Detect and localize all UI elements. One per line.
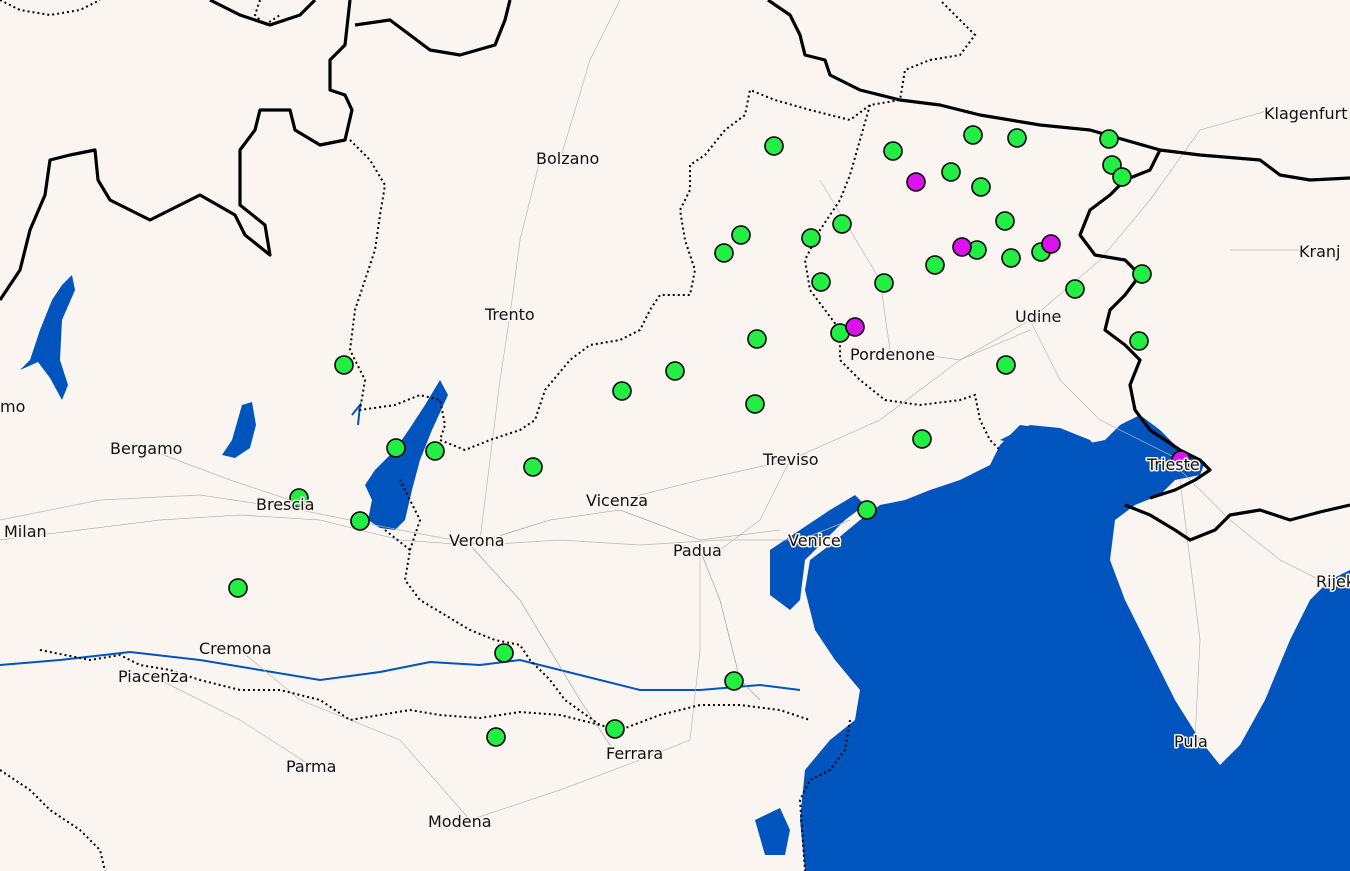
city-label-trento: Trento bbox=[484, 305, 535, 324]
green-marker-18[interactable] bbox=[925, 255, 945, 275]
green-marker-33[interactable] bbox=[425, 441, 445, 461]
regional-borders bbox=[0, 0, 1001, 871]
adriatic-sea bbox=[800, 415, 1350, 871]
city-label-parma: Parma bbox=[286, 757, 336, 776]
lake-iseo bbox=[222, 402, 256, 458]
green-marker-35[interactable] bbox=[350, 511, 370, 531]
magenta-marker-1[interactable] bbox=[906, 172, 926, 192]
city-label-padua: Padua bbox=[673, 541, 722, 560]
city-label-udine: Udine bbox=[1015, 307, 1061, 326]
magenta-marker-3[interactable] bbox=[1041, 234, 1061, 254]
green-marker-26[interactable] bbox=[996, 355, 1016, 375]
green-marker-1[interactable] bbox=[764, 136, 784, 156]
city-label-modena: Modena bbox=[428, 812, 492, 831]
city-label-rijeka: Rijeka bbox=[1316, 572, 1350, 591]
green-marker-12[interactable] bbox=[801, 228, 821, 248]
city-label-partial-como: mo bbox=[0, 397, 25, 416]
city-label-bolzano: Bolzano bbox=[536, 149, 599, 168]
city-label-vicenza: Vicenza bbox=[586, 491, 648, 510]
green-marker-22[interactable] bbox=[1132, 264, 1152, 284]
green-marker-10[interactable] bbox=[832, 214, 852, 234]
city-label-brescia: Brescia bbox=[256, 495, 314, 514]
magenta-marker-4[interactable] bbox=[845, 317, 865, 337]
city-label-pordenone: Pordenone bbox=[850, 345, 935, 364]
green-marker-20[interactable] bbox=[811, 272, 831, 292]
city-label-kranj: Kranj bbox=[1299, 242, 1340, 261]
national-borders bbox=[0, 0, 1350, 542]
city-label-bergamo: Bergamo bbox=[110, 439, 182, 458]
city-label-milan: Milan bbox=[4, 522, 47, 541]
green-marker-5[interactable] bbox=[1099, 129, 1119, 149]
green-marker-24[interactable] bbox=[747, 329, 767, 349]
green-marker-32[interactable] bbox=[386, 438, 406, 458]
city-labels: Bolzano Trento Bergamo Brescia Milan mo … bbox=[0, 103, 1350, 833]
green-marker-8[interactable] bbox=[941, 162, 961, 182]
green-marker-21[interactable] bbox=[1065, 279, 1085, 299]
roads bbox=[0, 0, 1341, 821]
lake-como bbox=[20, 275, 75, 400]
green-marker-27[interactable] bbox=[665, 361, 685, 381]
city-label-ferrara: Ferrara bbox=[606, 744, 663, 763]
green-marker-9[interactable] bbox=[971, 177, 991, 197]
green-marker-16[interactable] bbox=[1001, 248, 1021, 268]
green-marker-38[interactable] bbox=[228, 578, 248, 598]
magenta-marker-2[interactable] bbox=[952, 237, 972, 257]
city-label-klagenfurt: Klagenfurt bbox=[1264, 104, 1348, 123]
marano-lagoon bbox=[1000, 425, 1100, 452]
green-marker-39[interactable] bbox=[494, 643, 514, 663]
city-label-treviso: Treviso bbox=[762, 450, 819, 469]
city-label-pula: Pula bbox=[1174, 732, 1208, 751]
city-label-cremona: Cremona bbox=[199, 639, 272, 658]
magenta-marker-5[interactable] bbox=[1171, 450, 1191, 470]
green-marker-42[interactable] bbox=[486, 727, 506, 747]
city-label-verona: Verona bbox=[449, 531, 505, 550]
green-marker-4[interactable] bbox=[1007, 128, 1027, 148]
green-marker-11[interactable] bbox=[731, 225, 751, 245]
lake-garda[interactable] bbox=[365, 380, 448, 530]
city-label-venice: Venice bbox=[788, 531, 841, 550]
green-marker-41[interactable] bbox=[605, 719, 625, 739]
green-marker-34[interactable] bbox=[523, 457, 543, 477]
city-label-trieste: Trieste bbox=[1146, 455, 1200, 474]
green-marker-3[interactable] bbox=[963, 125, 983, 145]
city-label-piacenza: Piacenza bbox=[118, 667, 189, 686]
green-marker-37[interactable] bbox=[857, 500, 877, 520]
green-marker-31[interactable] bbox=[334, 355, 354, 375]
green-marker-28[interactable] bbox=[612, 381, 632, 401]
po-river bbox=[0, 650, 801, 691]
green-marker-7[interactable] bbox=[1112, 167, 1132, 187]
green-marker-36[interactable] bbox=[289, 488, 309, 508]
green-marker-19[interactable] bbox=[874, 273, 894, 293]
green-marker-2[interactable] bbox=[883, 141, 903, 161]
green-marker-30[interactable] bbox=[912, 429, 932, 449]
markers-layer bbox=[228, 125, 1191, 747]
green-marker-29[interactable] bbox=[745, 394, 765, 414]
green-marker-15[interactable] bbox=[995, 211, 1015, 231]
lake-idro bbox=[351, 401, 362, 426]
green-marker-25[interactable] bbox=[1129, 331, 1149, 351]
green-marker-13[interactable] bbox=[714, 243, 734, 263]
green-marker-40[interactable] bbox=[724, 671, 744, 691]
coastal-lake bbox=[755, 808, 790, 855]
